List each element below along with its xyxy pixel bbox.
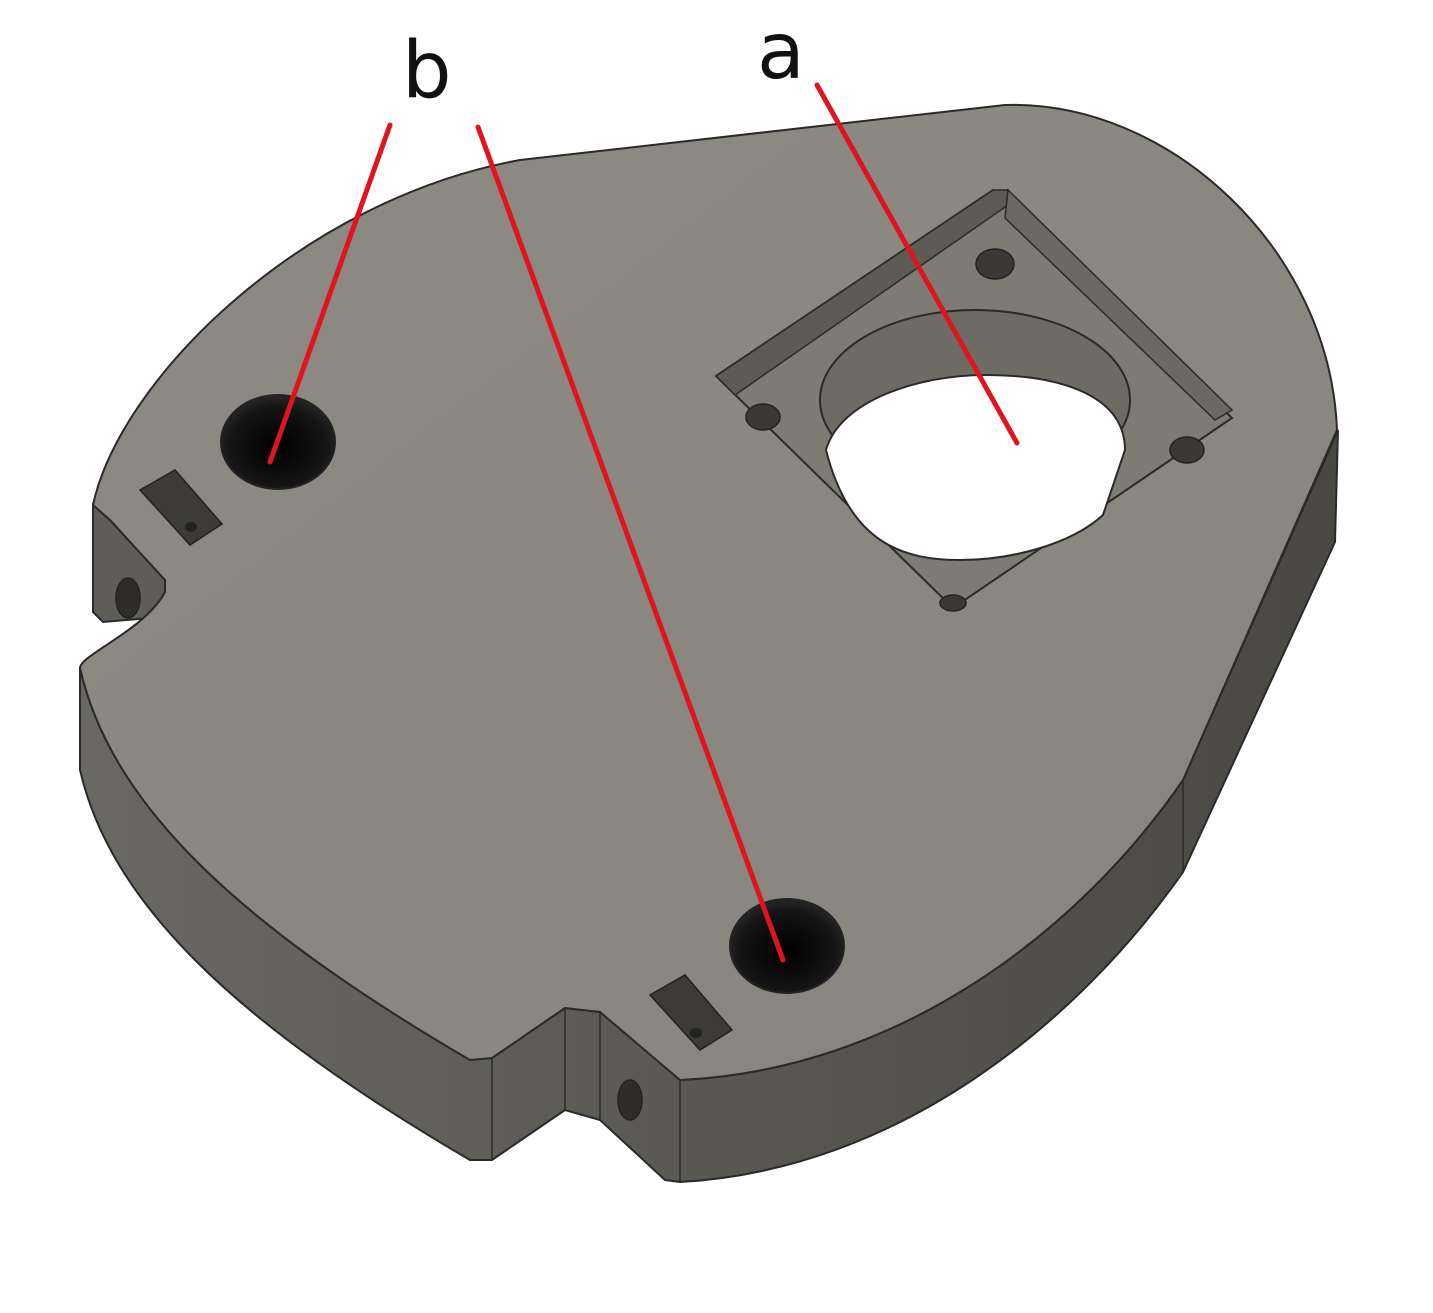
side-bolt-hole-bottom	[617, 1079, 643, 1121]
leader-line-a	[814, 82, 1020, 446]
screw-hole-right	[1169, 436, 1205, 464]
callout-label-a: a	[757, 7, 805, 97]
nut-slot-upper	[138, 469, 224, 546]
screw-hole-left	[745, 403, 781, 431]
callout-label-b: b	[402, 26, 452, 116]
mounting-hole-lower	[729, 898, 845, 994]
through-hole-a	[824, 373, 1127, 562]
notch-edge-line	[491, 1008, 681, 1182]
screw-hole-bottom	[939, 594, 967, 612]
nut-slot-upper-hole	[185, 522, 197, 532]
leader-line-b-upper	[267, 122, 393, 465]
nut-slot-lower	[648, 974, 734, 1051]
side-bolt-hole-left	[115, 577, 141, 619]
motor-pocket-wall-right	[1004, 188, 1234, 421]
leader-line-b-lower	[475, 124, 786, 963]
screw-hole-top	[975, 248, 1015, 280]
nut-slot-lower-hole	[690, 1028, 702, 1038]
